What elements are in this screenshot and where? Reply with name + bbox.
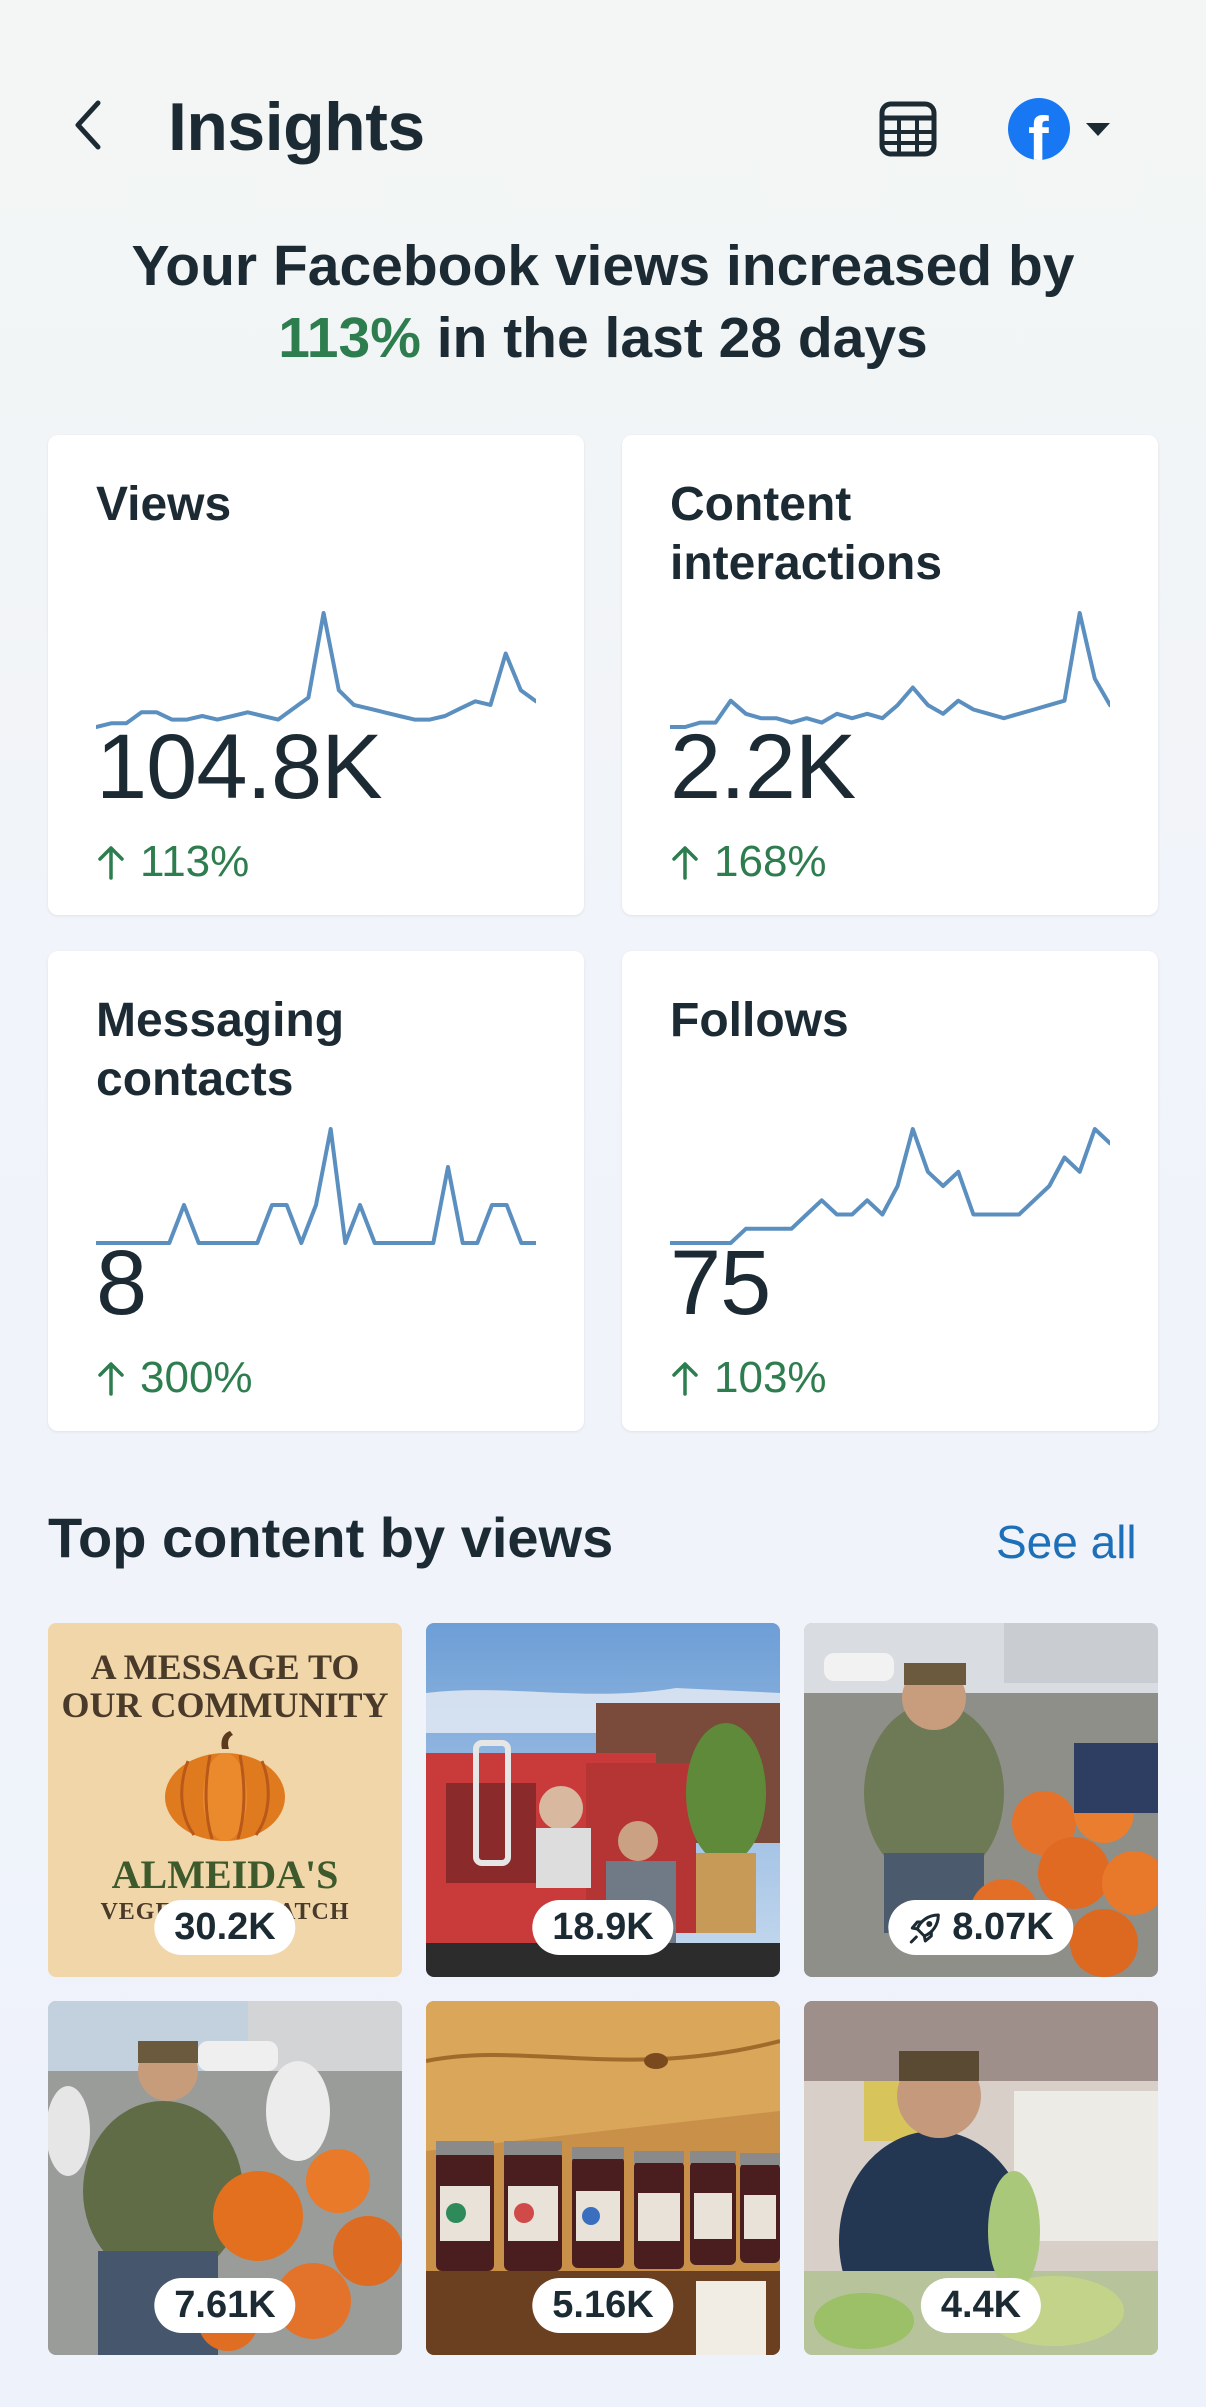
metric-value: 75 bbox=[670, 1232, 771, 1334]
metric-title: Follows bbox=[670, 994, 849, 1047]
metric-change: 113% bbox=[96, 837, 249, 887]
jars-photo bbox=[426, 2001, 780, 2355]
views-badge: 5.16K bbox=[532, 2278, 674, 2333]
pumpkin-icon bbox=[165, 1731, 285, 1841]
content-thumbnail-message[interactable]: A MESSAGE TO OUR COMMUNITY ALMEIDA'S VEG… bbox=[48, 1623, 402, 1977]
metric-value: 104.8K bbox=[96, 716, 383, 818]
metric-change: 300% bbox=[96, 1353, 253, 1403]
facebook-icon: f bbox=[1008, 98, 1070, 160]
header: Insights f bbox=[0, 60, 1206, 200]
metric-card-content-interactions[interactable]: Content interactions 2.2K 168% bbox=[622, 435, 1158, 915]
account-switcher[interactable]: f bbox=[1008, 94, 1138, 164]
content-thumbnail-farmer[interactable]: 7.61K bbox=[48, 2001, 402, 2355]
metric-change-value: 113% bbox=[140, 837, 250, 886]
metric-change: 103% bbox=[670, 1353, 827, 1403]
caret-down-icon bbox=[1086, 123, 1110, 136]
views-count: 5.16K bbox=[552, 2284, 654, 2326]
views-badge: 4.4K bbox=[920, 2278, 1042, 2333]
headline-percent: 113% bbox=[278, 306, 421, 370]
back-button[interactable] bbox=[58, 90, 118, 160]
pumpkins-photo bbox=[804, 1623, 1158, 1977]
views-badge: 30.2K bbox=[154, 1900, 296, 1955]
metric-change-value: 168% bbox=[714, 837, 827, 886]
views-badge: 18.9K bbox=[532, 1900, 674, 1955]
message-line1: A MESSAGE TO bbox=[90, 1647, 360, 1687]
metric-value: 8 bbox=[96, 1232, 147, 1334]
views-count: 4.4K bbox=[940, 2284, 1022, 2326]
views-count: 18.9K bbox=[552, 1906, 654, 1948]
views-count: 8.07K bbox=[952, 1906, 1054, 1948]
metric-card-views[interactable]: Views 104.8K 113% bbox=[48, 435, 584, 915]
arrow-up-icon bbox=[672, 846, 698, 880]
sparkline bbox=[96, 611, 536, 729]
metric-title: Messaging contacts bbox=[96, 994, 345, 1106]
message-line2: OUR COMMUNITY bbox=[61, 1685, 389, 1725]
headline-line1: Your Facebook views increased by bbox=[131, 234, 1075, 298]
brand-name: ALMEIDA'S bbox=[111, 1852, 339, 1897]
views-badge: 7.61K bbox=[154, 2278, 296, 2333]
metric-title: Views bbox=[96, 478, 232, 531]
views-count: 7.61K bbox=[174, 2284, 276, 2326]
arrow-up-icon bbox=[98, 1362, 124, 1396]
content-thumbnail-jars[interactable]: 5.16K bbox=[426, 2001, 780, 2355]
views-count: 30.2K bbox=[174, 1906, 276, 1948]
content-thumbnail-market[interactable]: 4.4K bbox=[804, 2001, 1158, 2355]
metric-change-value: 300% bbox=[140, 1353, 253, 1402]
rocket-icon bbox=[909, 1913, 940, 1943]
insights-headline: Your Facebook views increased by 113% in… bbox=[0, 230, 1206, 374]
section-title-top-content: Top content by views bbox=[48, 1506, 614, 1569]
headline-period: in the last 28 days bbox=[420, 306, 928, 370]
metric-card-messaging-contacts[interactable]: Messaging contacts 8 300% bbox=[48, 951, 584, 1431]
metric-change-value: 103% bbox=[714, 1353, 827, 1402]
metric-title: Content interactions bbox=[670, 478, 943, 590]
arrow-up-icon bbox=[672, 1362, 698, 1396]
see-all-link[interactable]: See all bbox=[996, 1516, 1137, 1568]
arrow-up-icon bbox=[98, 846, 124, 880]
headline-line2: 113% in the last 28 days bbox=[0, 302, 1206, 374]
sparkline bbox=[96, 1127, 536, 1245]
chevron-left-icon bbox=[75, 100, 101, 150]
sparkline bbox=[670, 1127, 1110, 1245]
metric-change: 168% bbox=[670, 837, 827, 887]
page-title: Insights bbox=[168, 89, 425, 165]
views-badge: 8.07K bbox=[888, 1900, 1074, 1955]
metric-value: 2.2K bbox=[670, 716, 856, 818]
content-thumbnail-pumpkins[interactable]: 8.07K bbox=[804, 1623, 1158, 1977]
calendar-icon bbox=[879, 101, 937, 157]
sparkline bbox=[670, 611, 1110, 729]
metric-card-follows[interactable]: Follows 75 103% bbox=[622, 951, 1158, 1431]
calendar-button[interactable] bbox=[876, 96, 940, 160]
content-thumbnail-truck[interactable]: 18.9K bbox=[426, 1623, 780, 1977]
